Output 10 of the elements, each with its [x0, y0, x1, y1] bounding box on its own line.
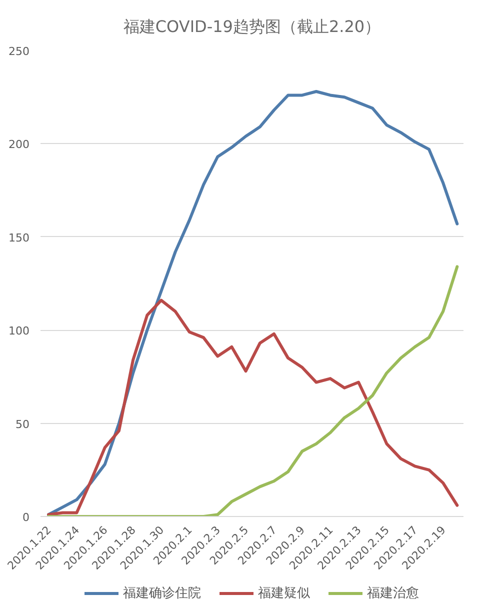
y-tick-label: 200: [8, 138, 30, 152]
y-tick-label: 50: [16, 418, 30, 431]
legend-label: 福建疑似: [258, 585, 310, 602]
legend-label: 福建确诊住院: [123, 585, 201, 602]
y-tick-label: 150: [8, 231, 30, 244]
legend-label: 福建治愈: [367, 585, 419, 602]
y-tick-label: 0: [22, 511, 30, 524]
chart-title: 福建COVID-19趋势图（截止2.20）: [123, 17, 381, 36]
y-tick-label: 250: [8, 45, 30, 58]
y-tick-label: 100: [8, 324, 30, 338]
